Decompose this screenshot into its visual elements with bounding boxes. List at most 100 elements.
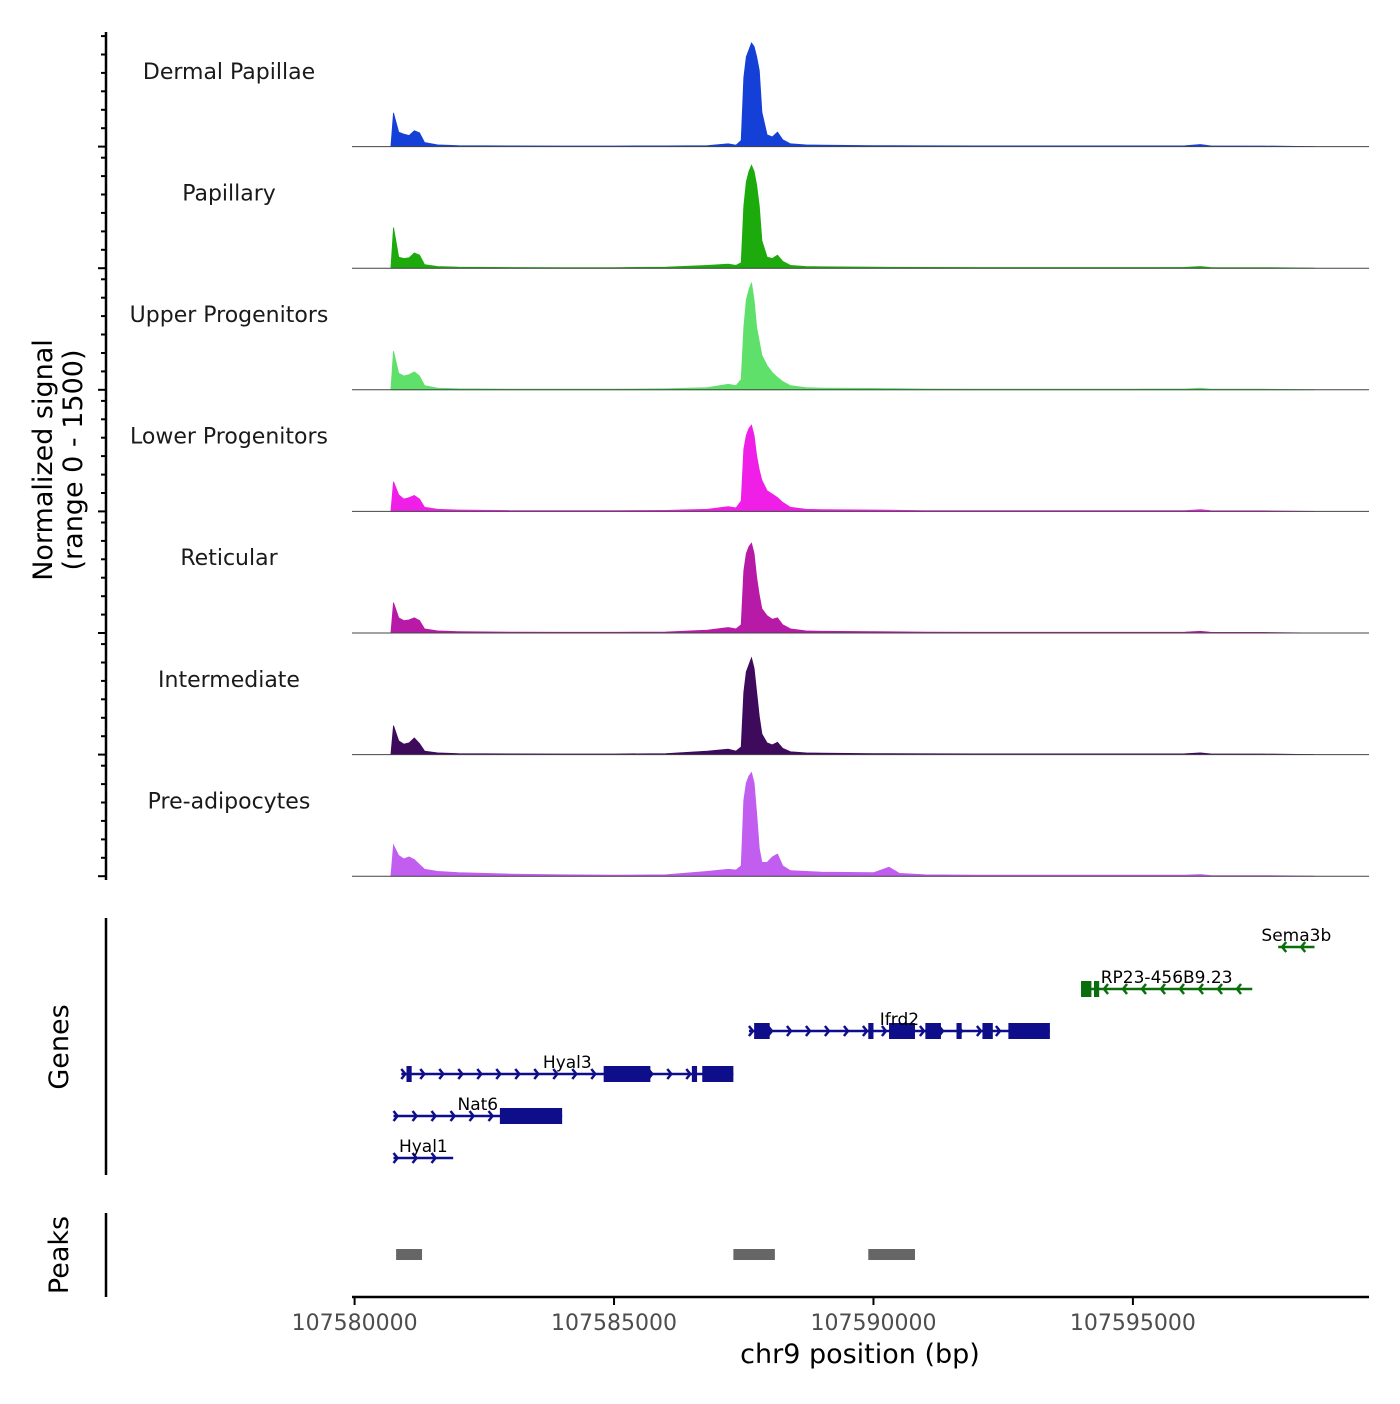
strand-chevron [1140,983,1147,995]
peak-region [396,1249,423,1260]
signal-area [390,771,1315,877]
track-label: Dermal Papillae [143,60,315,85]
gene-sema3b: Sema3b [1261,926,1331,953]
gene-label: RP23-456B9.23 [1101,968,1233,988]
strand-chevron [785,1025,793,1037]
strand-chevron [419,1068,426,1080]
strand-chevron [804,1025,812,1037]
strand-chevron [1159,983,1166,995]
gene-label: Nat6 [458,1095,499,1115]
track-label: Pre-adipocytes [148,789,311,814]
strand-chevron [1235,983,1242,995]
strand-chevron [666,1068,673,1080]
gene-label: Hyal1 [399,1137,448,1157]
track-4: Reticular [180,542,1369,634]
strand-chevron [918,1025,926,1037]
x-tick-label: 107580000 [292,1311,418,1336]
exon [499,1108,563,1124]
exon [603,1066,651,1082]
strand-chevron [823,1025,831,1037]
strand-chevron [430,1110,438,1122]
track-label: Upper Progenitors [130,303,329,328]
gene-ifrd2: Ifrd2 [747,1010,1050,1039]
exon [868,1023,874,1039]
track-label: Lower Progenitors [130,425,328,450]
y-axis-title: Normalized signal (range 0 - 1500) [28,339,89,581]
gene-hyal1: Hyal1 [392,1137,454,1164]
strand-chevron [411,1110,419,1122]
x-axis-ticks: 107580000 107585000 107590000 107595000 [292,1297,1196,1336]
strand-chevron [975,1025,983,1037]
signal-area [390,164,1315,269]
peaks-track [396,1249,915,1260]
genes-track-title: Genes [44,1004,75,1089]
exon [702,1066,734,1082]
y-axis-title-line1: Normalized signal [28,339,59,581]
exon [956,1023,962,1039]
strand-chevron [1197,983,1204,995]
strand-chevron [685,1068,692,1080]
strand-chevron [392,1152,400,1164]
strand-chevron [1102,983,1109,995]
exon [1008,1023,1050,1039]
track-label: Papillary [182,181,276,206]
track-label: Reticular [180,546,278,571]
strand-chevron [533,1068,540,1080]
signal-area [390,282,1315,391]
track-2: Upper Progenitors [130,282,1369,391]
signal-area [390,424,1315,512]
exon [1093,981,1100,997]
gene-rp23-456b9-23: RP23-456B9.23 [1081,968,1253,997]
strand-chevron [457,1068,464,1080]
strand-chevron [552,1068,559,1080]
gene-label: Hyal3 [543,1053,592,1073]
strand-chevron [1178,983,1185,995]
strand-chevron [571,1068,578,1080]
track-3: Lower Progenitors [130,424,1369,512]
strand-chevron [438,1068,445,1080]
track-label: Intermediate [158,668,300,693]
strand-chevron [495,1068,502,1080]
gene-nat6: Nat6 [392,1095,563,1124]
strand-chevron [514,1068,521,1080]
signal-area [390,42,1315,147]
strand-chevron [1280,941,1288,953]
strand-chevron [1216,983,1223,995]
track-6: Pre-adipocytes [148,771,1369,877]
x-axis-title: chr9 position (bp) [740,1339,980,1370]
exon [754,1023,770,1039]
gene-hyal3: Hyal3 [400,1053,734,1082]
x-tick-label: 107590000 [810,1311,936,1336]
track-5: Intermediate [158,656,1369,756]
signal-area [390,656,1315,755]
strand-chevron [392,1110,400,1122]
strand-chevron [468,1110,476,1122]
x-tick-label: 107585000 [551,1311,677,1336]
strand-chevron [400,1068,407,1080]
strand-chevron [747,1025,755,1037]
track-1: Papillary [182,164,1369,269]
strand-chevron [487,1110,495,1122]
exon [982,1023,993,1039]
track-0: Dermal Papillae [143,42,1369,148]
strand-chevron [861,1025,869,1037]
y-axis-title-line2: (range 0 - 1500) [58,350,89,571]
peaks-track-title: Peaks [44,1216,75,1294]
exon [691,1066,698,1082]
peak-region [733,1249,775,1260]
strand-chevron [1299,941,1307,953]
exon [925,1023,941,1039]
coverage-tracks: Dermal Papillae Papillary Upper Progenitor… [130,42,1369,877]
strand-chevron [449,1110,457,1122]
strand-chevron [880,1025,888,1037]
strand-chevron [842,1025,850,1037]
strand-chevron [994,1025,1002,1037]
peak-region [868,1249,915,1260]
gene-label: Sema3b [1261,926,1331,946]
strand-chevron [590,1068,597,1080]
gene-label: Ifrd2 [880,1010,919,1030]
signal-area [390,542,1315,634]
exon [406,1066,412,1082]
